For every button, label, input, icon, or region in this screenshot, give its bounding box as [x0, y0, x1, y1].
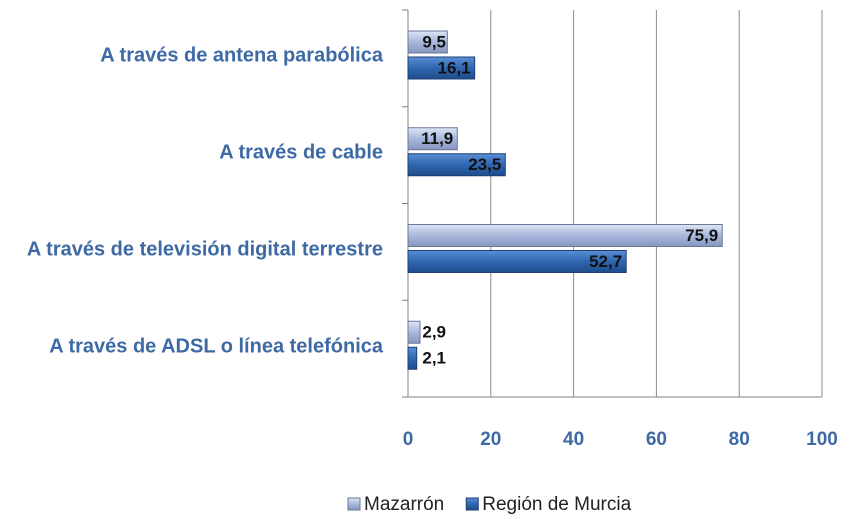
- x-tick-label: 0: [403, 429, 414, 450]
- legend-swatch: [347, 497, 361, 511]
- bar: [407, 250, 627, 273]
- legend-label: Mazarrón: [364, 494, 444, 515]
- value-label: 2,1: [422, 349, 446, 368]
- category-label: A través de televisión digital terrestre: [0, 236, 383, 263]
- category-text: A través de antena parabólica: [100, 44, 383, 67]
- bar: [407, 30, 448, 54]
- legend-swatch: [465, 497, 479, 511]
- x-tick-label: 100: [806, 429, 838, 450]
- bar: [407, 346, 418, 370]
- value-label: 11,9: [421, 129, 453, 148]
- category-text: A través de cable: [219, 141, 383, 164]
- bar: [407, 127, 458, 151]
- value-label: 52,7: [589, 252, 622, 271]
- x-tick-label: 40: [563, 429, 584, 450]
- value-label: 9,5: [422, 32, 446, 51]
- bar: [407, 320, 421, 344]
- x-tick-label: 60: [646, 429, 667, 450]
- value-label: 2,9: [422, 323, 446, 342]
- category-label: A través de antena parabólica: [0, 43, 383, 70]
- bar: [407, 153, 506, 177]
- bar: [407, 56, 476, 80]
- x-tick-label: 80: [729, 429, 750, 450]
- category-text: A través de televisión digital terrestre: [26, 238, 383, 261]
- category-label: A través de cable: [0, 140, 383, 167]
- value-label: 23,5: [468, 155, 501, 174]
- bar: [407, 224, 723, 247]
- legend-label: Región de Murcia: [482, 494, 631, 515]
- category-text: A través de ADSL o línea telefónica: [49, 335, 383, 358]
- value-label: 16,1: [438, 58, 471, 77]
- x-tick-label: 20: [480, 429, 501, 450]
- category-label: A través de ADSL o línea telefónica: [0, 333, 383, 360]
- value-label: 75,9: [685, 226, 718, 245]
